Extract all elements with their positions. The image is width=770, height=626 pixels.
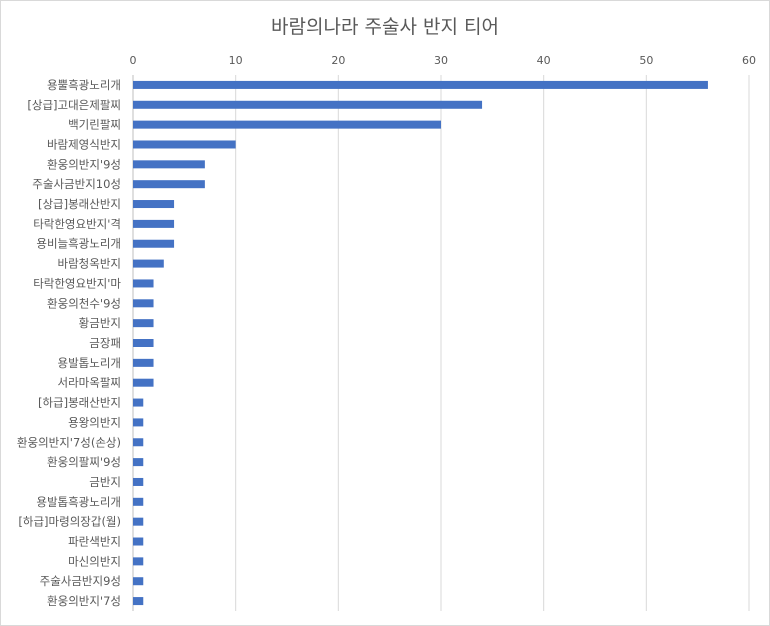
category-label: 주술사금반지9성 [40, 574, 121, 588]
category-label: [상급]봉래산반지 [38, 197, 121, 211]
bars [133, 80, 708, 606]
bar [133, 160, 205, 169]
category-label: [하급]봉래산반지 [38, 396, 121, 410]
bar [133, 239, 175, 248]
x-tick-label: 10 [229, 54, 243, 67]
category-label: 환웅의반지'7성 [47, 594, 121, 608]
category-label: 용비늘흑광노리개 [36, 237, 121, 251]
bar [133, 378, 154, 387]
x-tick-label: 60 [742, 54, 756, 67]
x-tick-label: 20 [331, 54, 345, 67]
category-label: 바람제영식반지 [47, 137, 121, 151]
bar [133, 200, 175, 209]
bar [133, 517, 144, 526]
bar [133, 120, 441, 129]
bar [133, 438, 144, 447]
bar [133, 557, 144, 566]
x-tick-label: 40 [537, 54, 551, 67]
category-label: 용왕의반지 [68, 415, 121, 429]
bar [133, 477, 144, 486]
category-label: 환웅의천수'9성 [47, 296, 121, 310]
category-label: 황금반지 [79, 316, 121, 330]
bar [133, 259, 164, 268]
category-label: 용뿔흑광노리개 [47, 78, 121, 92]
category-label: 용발톱노리개 [58, 356, 121, 370]
bar [133, 339, 154, 347]
bar [133, 398, 144, 407]
category-label: 환웅의반지'9성 [47, 157, 121, 171]
category-label: 금반지 [89, 475, 121, 489]
bar [133, 279, 154, 288]
category-label: 바람청옥반지 [58, 257, 121, 271]
bar [133, 577, 144, 586]
category-label: [상급]고대은제팔찌 [27, 98, 121, 112]
x-tick-label: 50 [639, 54, 653, 67]
category-label: 서라마옥팔찌 [58, 376, 121, 390]
bar [133, 219, 175, 228]
category-label: 타락한영요반지'격 [33, 217, 121, 231]
bar [133, 319, 154, 328]
x-tick-label: 30 [434, 54, 448, 67]
category-label: 타락한영요반지'마 [33, 276, 121, 290]
bar [133, 80, 708, 89]
gridlines [235, 75, 750, 611]
chart-title: 바람의나라 주술사 반지 티어 [271, 16, 499, 38]
x-axis-ticks: 0 10 20 30 40 50 60 [130, 54, 757, 67]
bar [133, 418, 144, 427]
category-label: 백기린팔찌 [68, 118, 121, 132]
category-label: 용발톱흑광노리개 [36, 495, 121, 509]
category-label: 환웅의반지'7성(손상) [17, 435, 121, 449]
bar [133, 358, 154, 367]
bar [133, 140, 236, 149]
category-label: 파란색반지 [68, 535, 121, 549]
x-tick-label: 0 [130, 54, 137, 67]
bar [133, 100, 483, 109]
bar [133, 299, 154, 308]
bar [133, 597, 144, 606]
category-label: 금장패 [89, 336, 121, 350]
bar [133, 458, 144, 467]
category-label: 마신의반지 [68, 554, 121, 568]
bar [133, 180, 205, 189]
category-label: 주술사금반지10성 [32, 177, 121, 191]
category-label: 환웅의팔찌'9성 [47, 455, 121, 469]
category-labels: 용뿔흑광노리개 [상급]고대은제팔찌백기린팔찌바람제영식반지환웅의반지'9성주술사… [17, 78, 122, 608]
category-label: [하급]마령의장갑(월) [18, 515, 121, 529]
bar [133, 537, 144, 546]
bar [133, 497, 144, 506]
